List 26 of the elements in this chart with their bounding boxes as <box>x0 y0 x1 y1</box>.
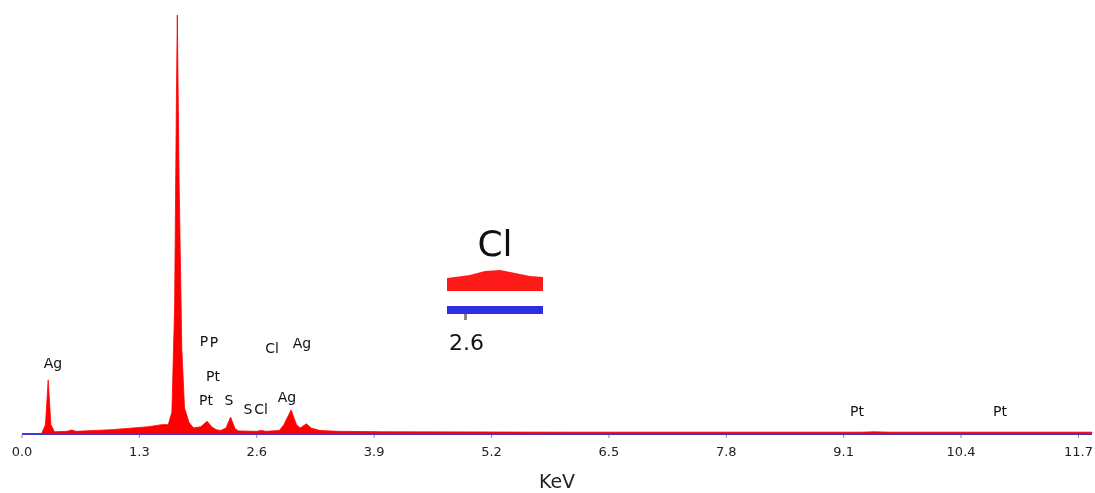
annotation: Cl <box>265 340 279 356</box>
x-tick-label: 10.4 <box>946 444 976 459</box>
x-tick-label: 11.7 <box>1063 444 1093 459</box>
annotation: S <box>224 392 234 408</box>
annotation: Cl <box>477 223 513 264</box>
x-tick-label: 1.3 <box>129 444 150 459</box>
annotation: Pt <box>199 392 214 408</box>
annotation: 2.6 <box>449 330 484 355</box>
x-tick-label: 6.5 <box>598 444 620 459</box>
annotation: Pt <box>850 403 865 419</box>
x-tick-label: 9.1 <box>833 444 855 459</box>
x-axis-title: KeV <box>538 470 576 492</box>
x-tick-label: 0.0 <box>11 444 33 459</box>
annotation: Cl <box>254 401 268 417</box>
x-tick-label: 3.9 <box>363 444 385 459</box>
annotation: Ag <box>292 335 312 351</box>
annotation: P <box>199 333 209 349</box>
x-tick-label: 7.8 <box>715 444 737 459</box>
annotation: Ag <box>277 389 297 405</box>
annotation: Pt <box>206 368 221 384</box>
x-tick-label: 5.2 <box>481 444 502 459</box>
x-tick-label: 2.6 <box>246 444 268 459</box>
annotation: Ag <box>43 355 63 371</box>
annotation: Pt <box>993 403 1008 419</box>
annotation: P <box>209 334 219 350</box>
annotation: S <box>243 401 253 417</box>
